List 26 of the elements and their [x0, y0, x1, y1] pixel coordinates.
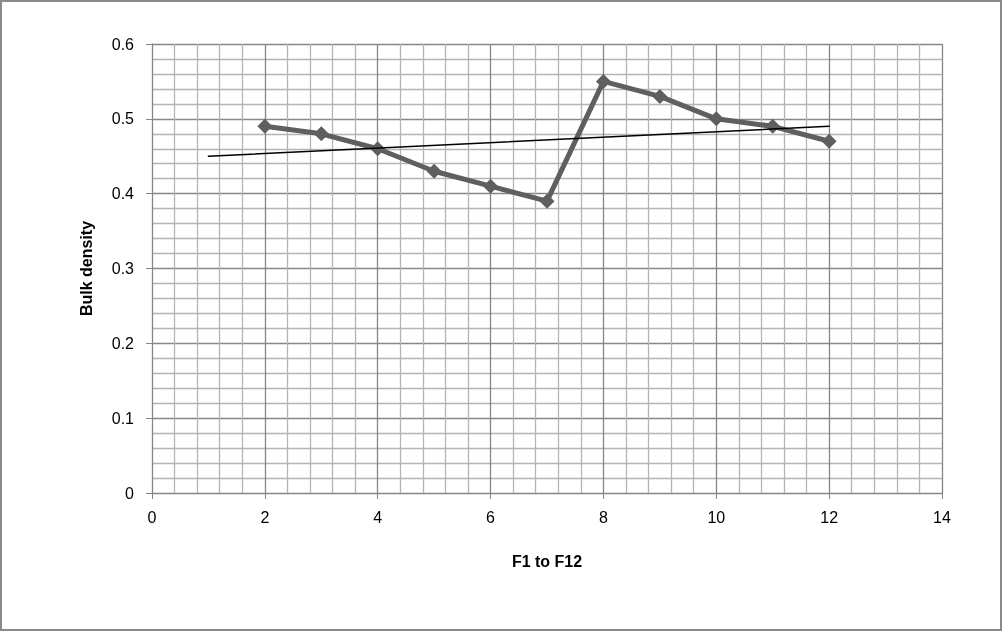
- x-tick-label: 14: [933, 508, 951, 526]
- y-axis-title: Bulk density: [77, 220, 95, 317]
- point: [426, 163, 442, 179]
- x-tick-label: 0: [147, 508, 157, 526]
- y-tick-label: 0: [125, 484, 135, 502]
- point: [708, 111, 724, 127]
- y-tick-label: 0.2: [111, 334, 135, 352]
- point: [652, 88, 668, 104]
- x-tick-label: 8: [598, 508, 608, 526]
- x-tick-label: 2: [260, 508, 270, 526]
- point: [595, 73, 611, 89]
- x-tick-label: 4: [373, 508, 383, 526]
- point: [257, 118, 273, 134]
- point: [313, 126, 329, 142]
- y-tick-label: 0.6: [111, 35, 135, 53]
- x-tick-label: 6: [486, 508, 496, 526]
- y-tick-label: 0.1: [111, 409, 135, 427]
- point: [483, 178, 499, 194]
- x-axis-title: F1 to F12: [511, 552, 583, 570]
- y-tick-label: 0.4: [111, 185, 135, 203]
- y-tick-label: 0.5: [111, 110, 135, 128]
- point: [539, 193, 555, 209]
- x-tick-label: 10: [707, 508, 726, 526]
- y-tick-label: 0.3: [111, 260, 135, 277]
- x-tick-label: 12: [820, 508, 839, 526]
- point: [821, 133, 837, 149]
